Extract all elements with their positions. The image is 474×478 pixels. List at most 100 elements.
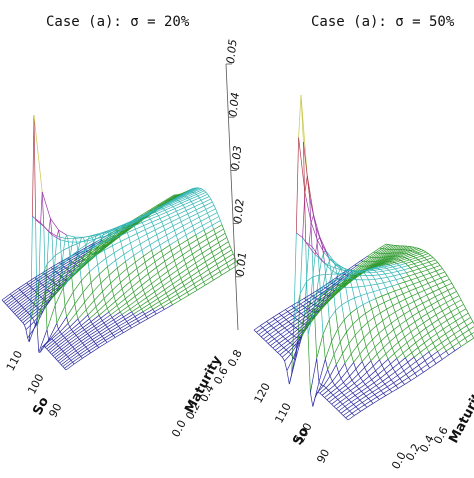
mesh-segment	[58, 329, 60, 332]
mesh-segment	[145, 230, 147, 235]
mesh-segment	[13, 306, 21, 313]
mesh-segment	[124, 317, 126, 319]
mesh-segment	[138, 321, 140, 323]
mesh-segment	[278, 318, 284, 322]
mesh-segment	[413, 338, 415, 343]
mesh-segment	[15, 314, 17, 316]
mesh-segment	[323, 320, 329, 335]
mesh-segment	[397, 359, 399, 364]
mesh-segment	[375, 391, 381, 395]
mesh-segment	[124, 254, 126, 261]
mesh-segment	[404, 371, 406, 374]
mesh-segment	[371, 354, 377, 361]
mesh-segment	[12, 311, 14, 313]
mesh-segment	[150, 279, 152, 284]
mesh-segment	[81, 351, 89, 357]
mesh-segment	[83, 343, 85, 345]
mesh-segment	[155, 262, 157, 267]
mesh-segment	[354, 404, 356, 406]
mesh-segment	[132, 280, 140, 287]
mesh-segment	[284, 348, 286, 350]
mesh-segment	[274, 334, 280, 338]
mesh-segment	[439, 289, 441, 293]
mesh-segment	[187, 287, 195, 292]
mesh-segment	[435, 347, 437, 351]
mesh-segment	[440, 265, 442, 268]
mesh-segment	[165, 290, 167, 294]
mesh-segment	[358, 394, 364, 398]
mesh-segment	[367, 294, 369, 302]
mesh-segment	[343, 344, 349, 354]
mesh-segment	[189, 239, 197, 244]
mesh-segment	[194, 203, 202, 207]
mesh-segment	[201, 217, 209, 221]
mesh-segment	[47, 349, 49, 351]
mesh-segment	[186, 207, 194, 211]
mesh-segment	[348, 298, 354, 301]
mesh-segment	[423, 303, 425, 308]
mesh-segment	[418, 260, 420, 262]
mesh-segment	[287, 330, 289, 332]
mesh-segment	[254, 326, 260, 330]
mesh-segment	[409, 276, 411, 280]
mesh-segment	[140, 280, 142, 285]
mesh-segment	[278, 328, 284, 332]
z-tick-label: 0.02	[231, 198, 246, 224]
mesh-segment	[265, 330, 267, 332]
mesh-segment	[94, 321, 102, 327]
mesh-segment	[63, 360, 71, 366]
mesh-segment	[411, 327, 417, 332]
mesh-segment	[375, 395, 377, 398]
mesh-segment	[402, 305, 408, 309]
mesh-segment	[441, 276, 447, 279]
mesh-segment	[334, 402, 340, 407]
mesh-segment	[8, 307, 10, 309]
mesh-segment	[282, 357, 284, 361]
mesh-segment	[398, 270, 404, 272]
mesh-segment	[366, 276, 368, 280]
mesh-segment	[387, 309, 389, 316]
mesh-segment	[288, 341, 290, 343]
mesh-segment	[442, 269, 444, 272]
mesh-segment	[412, 262, 414, 264]
mesh-segment	[49, 219, 51, 232]
mesh-segment	[171, 218, 179, 222]
mesh-segment	[132, 249, 134, 256]
mesh-segment	[64, 238, 66, 250]
x-tick-label: 100	[25, 372, 46, 397]
mesh-segment	[280, 350, 286, 355]
mesh-segment	[212, 272, 220, 277]
mesh-segment	[350, 391, 352, 393]
mesh-segment	[211, 199, 213, 202]
mesh-segment	[399, 302, 401, 308]
mesh-segment	[420, 252, 426, 254]
mesh-segment	[383, 390, 389, 394]
mesh-segment	[111, 276, 119, 284]
mesh-segment	[372, 392, 374, 395]
mesh-segment	[117, 324, 119, 326]
mesh-segment	[205, 256, 213, 261]
mesh-segment	[16, 309, 24, 316]
mesh-segment	[451, 312, 453, 317]
mesh-segment	[71, 360, 73, 362]
mesh-segment	[391, 299, 393, 305]
mesh-segment	[397, 262, 403, 264]
mesh-segment	[74, 349, 76, 351]
mesh-segment	[121, 237, 129, 241]
mesh-segment	[169, 299, 171, 302]
mesh-segment	[59, 230, 61, 240]
mesh-segment	[184, 254, 192, 260]
mesh-segment	[386, 354, 388, 359]
mesh-segment	[183, 255, 185, 260]
mesh-segment	[68, 335, 76, 341]
mesh-segment	[76, 345, 84, 351]
mesh-segment	[339, 406, 345, 411]
mesh-segment	[51, 263, 59, 268]
mesh-segment	[18, 296, 26, 302]
mesh-segment	[176, 286, 184, 291]
mesh-segment	[442, 311, 444, 316]
mesh-segment	[328, 390, 330, 392]
mesh-segment	[71, 355, 79, 361]
